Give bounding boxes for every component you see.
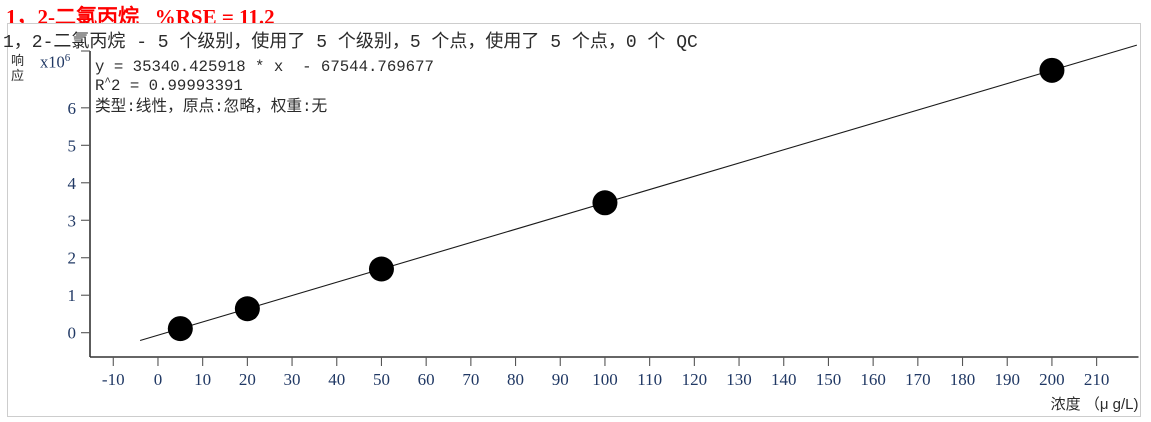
- svg-text:210: 210: [1084, 370, 1110, 389]
- svg-text:10: 10: [194, 370, 211, 389]
- svg-text:20: 20: [239, 370, 256, 389]
- svg-text:4: 4: [68, 174, 77, 193]
- svg-text:60: 60: [418, 370, 435, 389]
- svg-text:-10: -10: [102, 370, 125, 389]
- svg-text:160: 160: [860, 370, 886, 389]
- svg-text:5: 5: [68, 136, 77, 155]
- svg-text:100: 100: [592, 370, 618, 389]
- svg-text:130: 130: [726, 370, 752, 389]
- svg-text:80: 80: [507, 370, 524, 389]
- svg-text:50: 50: [373, 370, 390, 389]
- svg-text:190: 190: [994, 370, 1020, 389]
- svg-text:0: 0: [154, 370, 163, 389]
- svg-text:140: 140: [771, 370, 797, 389]
- svg-text:30: 30: [284, 370, 301, 389]
- svg-text:40: 40: [328, 370, 345, 389]
- svg-text:6: 6: [68, 99, 77, 118]
- svg-text:120: 120: [682, 370, 708, 389]
- svg-text:浓度 （μ g/L): 浓度 （μ g/L): [1051, 396, 1139, 413]
- svg-text:180: 180: [950, 370, 976, 389]
- svg-text:150: 150: [816, 370, 842, 389]
- svg-text:200: 200: [1039, 370, 1065, 389]
- svg-text:2: 2: [68, 249, 77, 268]
- svg-text:70: 70: [462, 370, 479, 389]
- svg-text:3: 3: [68, 211, 77, 230]
- svg-text:0: 0: [68, 324, 77, 343]
- svg-text:1: 1: [68, 286, 77, 305]
- svg-text:170: 170: [905, 370, 931, 389]
- svg-text:110: 110: [637, 370, 662, 389]
- svg-text:90: 90: [552, 370, 569, 389]
